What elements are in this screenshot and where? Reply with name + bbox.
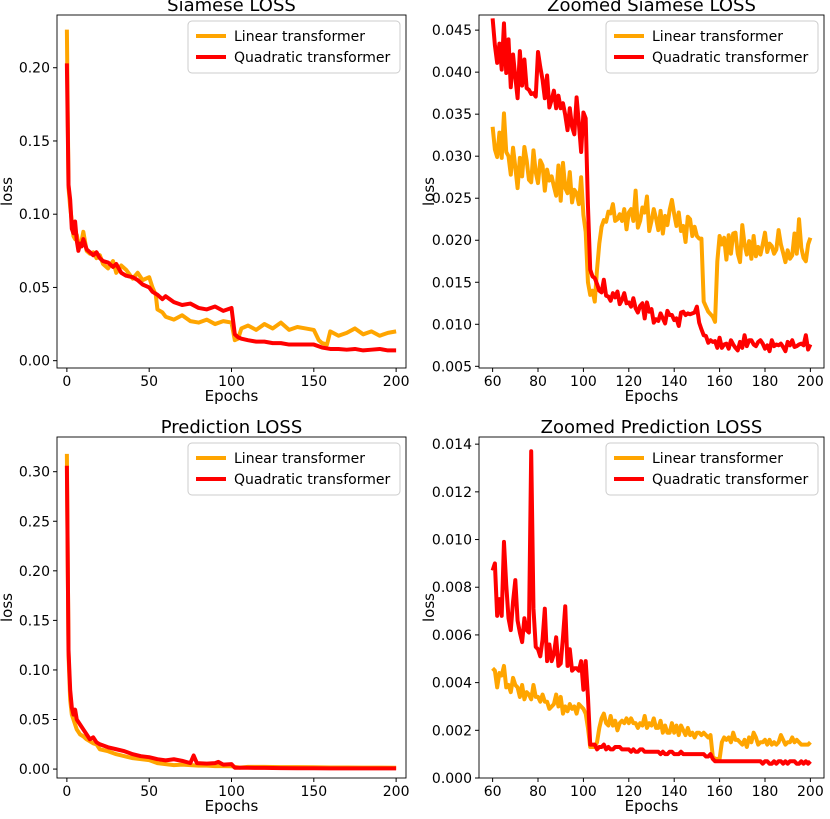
x-tick-label: 200 [383,374,410,390]
x-tick-label: 60 [484,784,502,800]
x-axis-label: Epochs [625,797,679,815]
chart-title: Siamese LOSS [167,0,296,16]
x-tick-label: 200 [797,784,824,800]
x-tick-label: 120 [615,784,642,800]
x-tick-label: 160 [706,784,733,800]
chart-title: Zoomed Siamese LOSS [547,0,756,16]
x-tick-label: 180 [752,784,779,800]
x-tick-label: 180 [752,374,779,390]
chart-title: Zoomed Prediction LOSS [541,417,763,438]
legend-label: Quadratic transformer [652,472,808,488]
y-tick-label: 0.010 [432,533,472,549]
y-tick-label: 0.05 [19,713,50,729]
x-tick-label: 200 [383,784,410,800]
y-tick-label: 0.30 [19,465,50,481]
x-tick-label: 0 [62,374,71,390]
y-tick-label: 0.006 [432,628,472,644]
x-tick-label: 160 [706,374,733,390]
legend-box [605,20,819,74]
y-tick-label: 0.015 [432,275,472,291]
series-line-quadratic-transformer [64,63,397,353]
legend: Linear transformer Quadratic transformer [187,442,401,496]
legend-label: Linear transformer [234,451,365,467]
plot-frame [478,436,825,779]
x-axis-label: Epochs [625,387,679,405]
x-tick-label: 120 [615,374,642,390]
y-tick-label: 0.10 [19,663,50,679]
chart-zoomed-prediction-loss: Zoomed Prediction LOSS 60 80 100 120 140 160 18… [420,417,825,815]
x-tick-label: 150 [300,374,327,390]
y-axis-label: loss [420,593,438,622]
y-tick-label: 0.005 [432,359,472,375]
legend-box [187,442,401,496]
x-tick-label: 100 [570,784,597,800]
series-line-linear-transformer [64,29,397,347]
x-tick-label: 140 [661,374,688,390]
y-tick-label: 0.15 [19,613,50,629]
y-tick-label: 0.00 [19,762,50,778]
x-tick-label: 50 [140,784,158,800]
y-tick-label: 0.040 [432,65,472,81]
chart-zoomed-siamese-loss: Zoomed Siamese LOSS 60 80 100 120 140 160 180 20… [420,0,825,405]
y-tick-label: 0.20 [19,61,50,77]
x-tick-label: 60 [484,374,502,390]
x-axis-label: Epochs [205,797,259,815]
chart-title: Prediction LOSS [161,417,303,438]
x-tick-label: 150 [300,784,327,800]
legend-label: Linear transformer [652,29,783,45]
x-tick-label: 100 [570,374,597,390]
x-axis-label: Epochs [205,387,259,405]
legend-label: Quadratic transformer [234,50,390,66]
x-tick-label: 100 [218,374,245,390]
y-tick-label: 0.00 [19,354,50,370]
y-tick-label: 0.010 [432,317,472,333]
series-line-quadratic-transformer [64,465,397,771]
y-tick-label: 0.15 [19,134,50,150]
series-line-quadratic-transformer [490,449,812,766]
y-tick-label: 0.030 [432,149,472,165]
legend-label: Quadratic transformer [652,50,808,66]
y-axis-label: loss [0,593,16,622]
legend: Linear transformer Quadratic transformer [605,20,819,74]
legend: Linear transformer Quadratic transformer [187,20,401,74]
y-tick-label: 0.020 [432,233,472,249]
y-tick-label: 0.20 [19,564,50,580]
x-tick-label: 80 [529,784,547,800]
y-tick-label: 0.25 [19,514,50,530]
y-tick-label: 0.012 [432,485,472,501]
y-tick-label: 0.002 [432,723,472,739]
y-tick-label: 0.10 [19,207,50,223]
legend-label: Linear transformer [234,29,365,45]
y-tick-label: 0.045 [432,23,472,39]
series-line-quadratic-transformer [490,18,813,354]
series-line-linear-transformer [64,453,397,770]
legend: Linear transformer Quadratic transformer [605,442,819,496]
y-axis-label: loss [0,177,16,206]
legend-box [605,442,819,496]
y-tick-label: 0.05 [19,280,50,296]
x-tick-label: 0 [62,784,71,800]
y-axis-label: loss [420,177,438,206]
y-tick-label: 0.004 [432,676,472,692]
legend-box [187,20,401,74]
x-tick-label: 100 [218,784,245,800]
y-tick-label: 0.035 [432,107,472,123]
x-tick-label: 140 [661,784,688,800]
x-tick-label: 50 [140,374,158,390]
x-tick-label: 200 [797,374,824,390]
y-tick-label: 0.008 [432,580,472,596]
series-line-linear-transformer [490,111,813,324]
y-tick-label: 0.014 [432,437,472,453]
legend-label: Quadratic transformer [234,472,390,488]
chart-siamese-loss: Siamese LOSS 0 50 100 150 200 0.00 0.05 0.10 0.15… [0,0,409,405]
series-line-linear-transformer [491,663,812,761]
plot-frame [478,14,825,369]
legend-label: Linear transformer [652,451,783,467]
x-tick-label: 80 [529,374,547,390]
chart-prediction-loss: Prediction LOSS 0 50 100 150 200 0.00 0.05 0.10 0… [0,417,409,815]
y-tick-label: 0.000 [432,771,472,787]
y-tick-label: 0.025 [432,191,472,207]
